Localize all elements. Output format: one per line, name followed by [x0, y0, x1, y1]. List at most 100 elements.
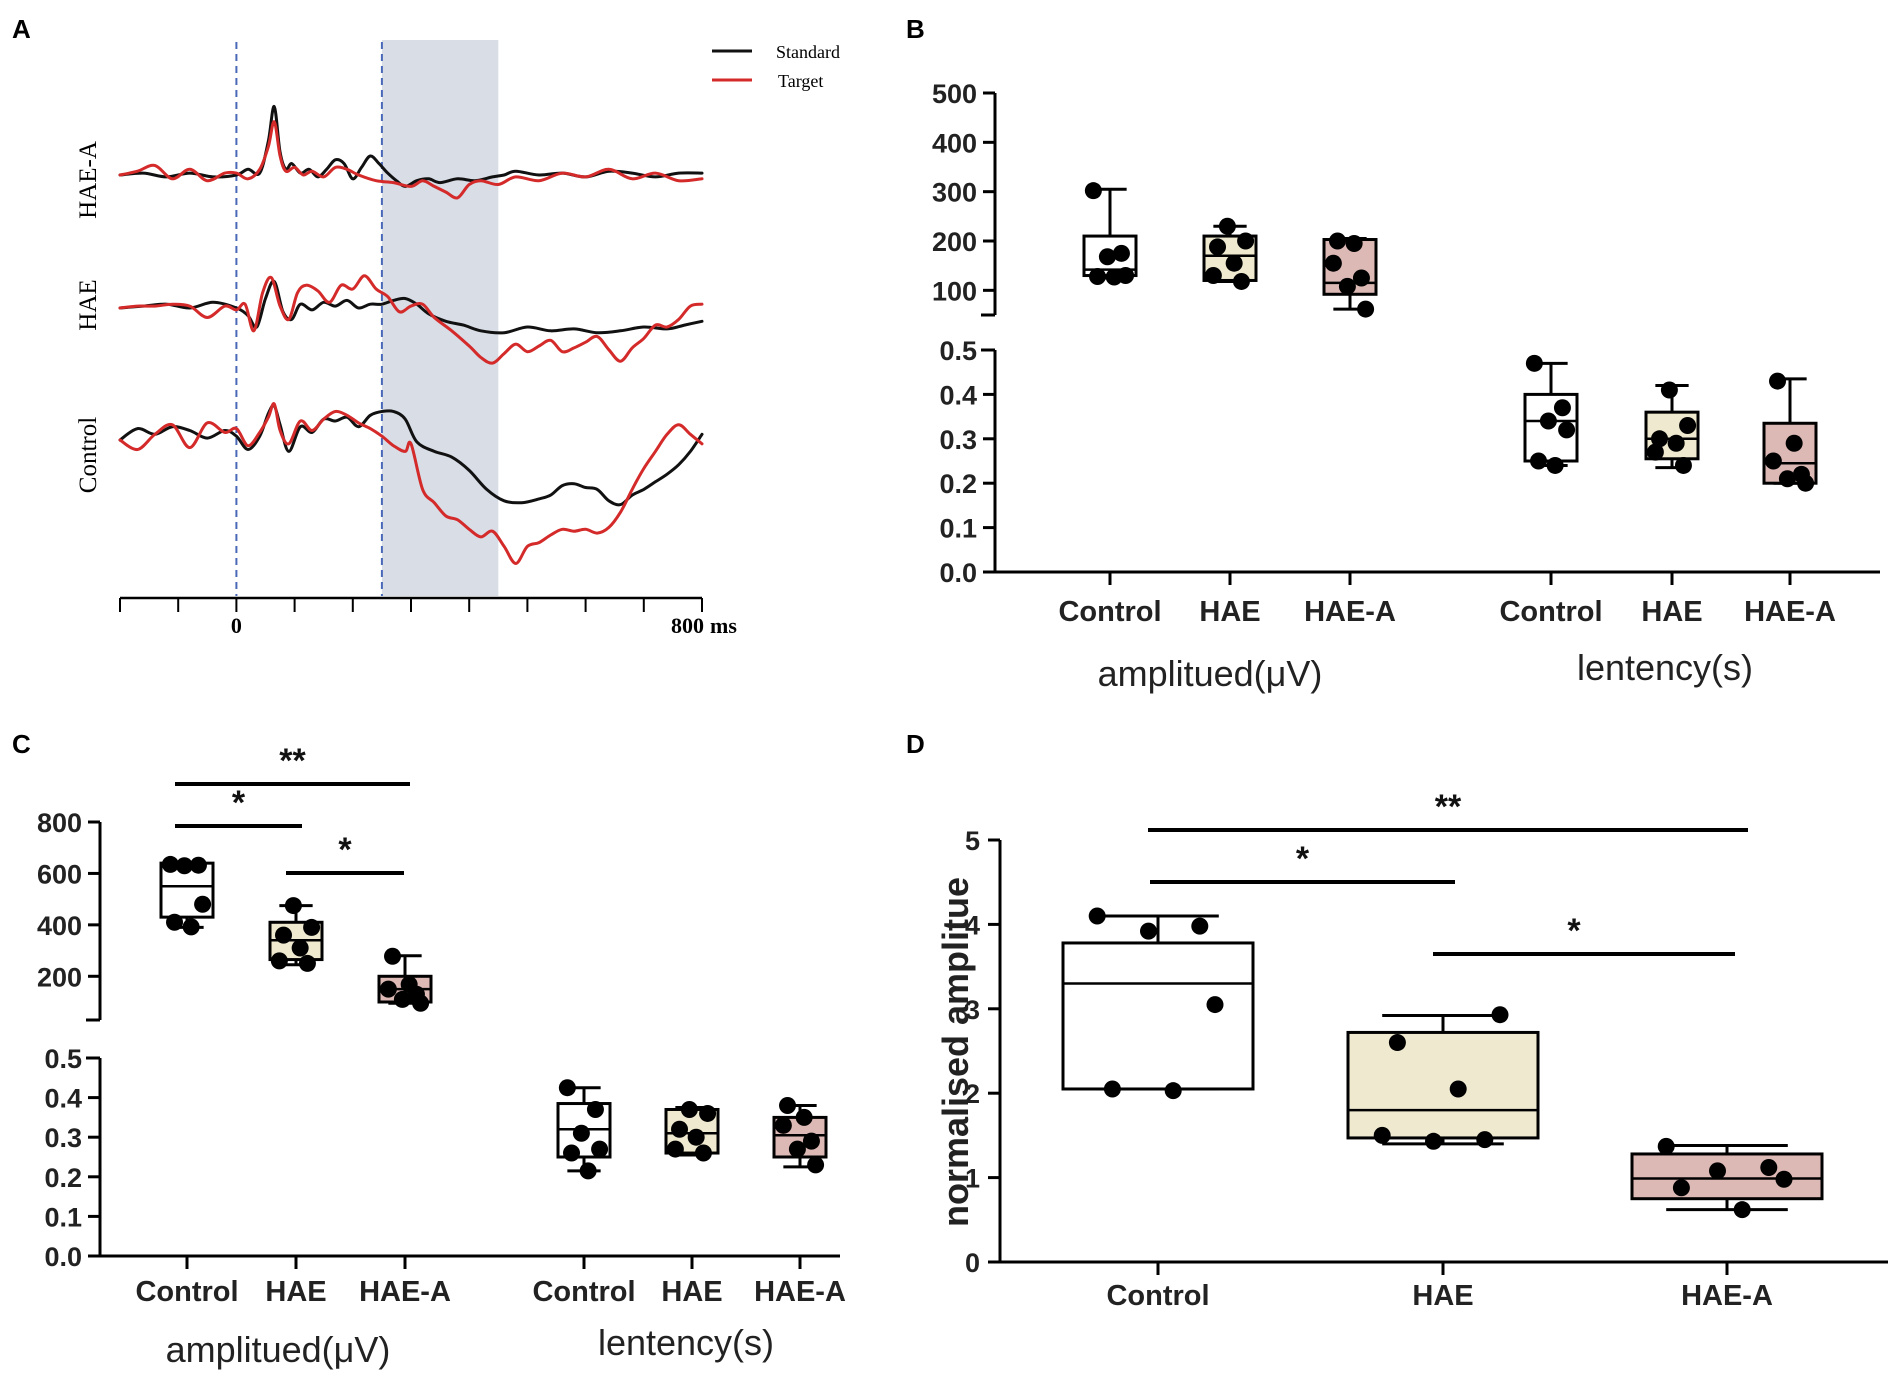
data-point — [558, 1079, 576, 1097]
data-point — [1425, 1132, 1442, 1150]
y-tick-label: 1 — [965, 1164, 980, 1194]
data-point — [802, 1132, 820, 1150]
data-point — [1373, 1126, 1391, 1144]
data-point — [1764, 452, 1782, 470]
x-tick-label: HAE-A — [754, 1276, 846, 1308]
x-tick-label: Control — [135, 1276, 238, 1308]
data-point — [1338, 277, 1356, 295]
data-point — [303, 918, 321, 936]
data-point — [412, 994, 430, 1012]
hae-target-waveform — [118, 274, 704, 365]
x-tick-label: HAE — [1641, 596, 1702, 628]
data-point — [579, 1162, 597, 1180]
data-point — [699, 1104, 717, 1122]
data-point — [1476, 1131, 1494, 1149]
data-point — [1660, 381, 1678, 399]
data-point — [1778, 470, 1796, 488]
data-point — [1733, 1201, 1751, 1219]
y-tick-label: 0.4 — [939, 380, 977, 410]
data-point — [1657, 1137, 1675, 1155]
y-tick-label: 4 — [965, 910, 980, 940]
data-point — [572, 1124, 590, 1142]
y-tick-label: 0.5 — [939, 336, 977, 366]
x-tick-label: HAE-A — [1681, 1280, 1773, 1312]
y-axis-label: normalised amplitue — [935, 877, 976, 1227]
significance-label: ** — [1435, 788, 1462, 826]
y-tick-label: 2 — [965, 1079, 980, 1109]
panel-letter-d: D — [906, 729, 925, 759]
data-point — [1388, 1034, 1406, 1052]
data-point — [393, 990, 411, 1008]
x-tick-label: Control — [1106, 1280, 1209, 1312]
x-tick-label: HAE — [661, 1276, 722, 1308]
row-label: Control — [75, 417, 102, 493]
row-label: HAE — [75, 279, 102, 330]
data-point — [284, 897, 302, 915]
data-point — [795, 1108, 813, 1126]
y-tick-label: 0.1 — [939, 514, 977, 544]
data-point — [1140, 922, 1157, 940]
data-point — [774, 1116, 792, 1134]
y-tick-label: 400 — [37, 911, 82, 941]
data-point — [1098, 248, 1116, 266]
data-point — [1775, 1170, 1793, 1188]
data-point — [1112, 244, 1130, 262]
data-point — [694, 1144, 712, 1162]
data-point — [298, 954, 316, 972]
data-point — [1084, 182, 1102, 200]
x-tick-label: 800 — [671, 613, 704, 638]
data-point — [1709, 1162, 1726, 1180]
box-iqr — [1061, 941, 1255, 1091]
control-standard-waveform — [118, 403, 704, 507]
data-point — [1491, 1006, 1509, 1024]
data-point — [586, 1100, 604, 1118]
box-iqr — [1630, 1152, 1824, 1201]
y-tick-label: 0.0 — [939, 558, 977, 588]
control-target-waveform — [118, 402, 704, 565]
data-point — [1785, 434, 1803, 452]
panel-b-boxplot: 500 400 300 200 100 0.5 0.4 0.3 0.2 0.1 0.0 Control… — [932, 79, 1880, 694]
y-tick-label: 500 — [932, 79, 977, 109]
data-point — [1525, 354, 1543, 372]
data-point — [189, 856, 207, 874]
data-point — [1679, 416, 1697, 434]
data-point — [1209, 238, 1227, 256]
significance-label: * — [1567, 912, 1581, 950]
x-tick-label: HAE — [265, 1276, 326, 1308]
legend-target-label: Target — [778, 71, 823, 91]
y-tick-label: 0.4 — [44, 1084, 82, 1114]
y-tick-label: 600 — [37, 859, 82, 889]
y-tick-label: 200 — [37, 962, 82, 992]
data-point — [687, 1128, 705, 1146]
data-point — [1651, 430, 1669, 448]
panel-letter-a: A — [12, 14, 31, 44]
y-tick-label: 100 — [932, 276, 977, 306]
y-tick-label: 0.3 — [939, 425, 977, 455]
group-label-latency: lentency(s) — [598, 1322, 774, 1363]
data-point — [384, 947, 402, 965]
data-point — [1191, 917, 1209, 935]
data-point — [680, 1100, 698, 1118]
data-point — [1646, 443, 1664, 461]
group-label-latency: lentency(s) — [1577, 647, 1753, 688]
data-point — [1530, 452, 1548, 470]
legend-standard-label: Standard — [776, 42, 840, 62]
x-tick-label: HAE-A — [1744, 596, 1836, 628]
x-tick-label: Control — [532, 1276, 635, 1308]
data-point — [194, 895, 212, 913]
x-unit-label: ms — [710, 613, 737, 638]
panel-d-boxplot: 0 1 2 3 4 5 normalised amplitue Control HAE HAE-A… — [935, 788, 1888, 1312]
significance-label: * — [232, 784, 246, 822]
y-tick-label: 0.5 — [44, 1044, 82, 1074]
row-label: HAE-A — [75, 141, 102, 219]
data-point — [1105, 268, 1123, 286]
data-point — [161, 855, 179, 873]
panel-letter-c: C — [12, 729, 31, 759]
data-point — [175, 857, 193, 875]
y-tick-label: 200 — [932, 227, 977, 257]
data-point — [1088, 907, 1106, 925]
data-point — [182, 918, 200, 936]
data-point — [671, 1120, 689, 1138]
significance-label: ** — [279, 742, 306, 780]
